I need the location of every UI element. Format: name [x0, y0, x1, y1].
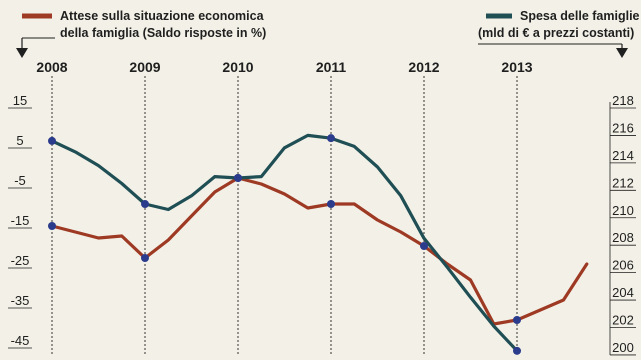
left-tick-label: -35 [11, 293, 30, 308]
right-tick-label: 202 [612, 313, 634, 328]
data-point-marker [48, 136, 56, 145]
left-tick-label: -45 [11, 333, 30, 348]
arrow-down-icon [616, 44, 628, 58]
right-tick-label: 210 [612, 203, 634, 218]
data-point-marker [327, 200, 335, 208]
year-label-2011: 2011 [316, 59, 347, 75]
right-tick-label: 212 [612, 175, 634, 190]
data-point-marker [234, 173, 242, 182]
data-point-marker [327, 134, 335, 143]
legend-right: Spesa delle famiglie (mld di € a prezzi … [478, 9, 640, 58]
legend-right-line2: (mld di € a prezzi costanti) [478, 26, 634, 40]
year-label-2013: 2013 [501, 59, 532, 75]
year-label-2008: 2008 [36, 59, 67, 75]
year-label-2012: 2012 [408, 59, 439, 75]
right-tick-label: 208 [612, 230, 634, 245]
right-tick-label: 214 [612, 148, 634, 163]
left-tick-label: 5 [16, 133, 23, 148]
left-tick-label: -5 [14, 173, 26, 188]
year-label-2010: 2010 [222, 59, 253, 75]
left-tick-label: 15 [13, 93, 27, 108]
legend-right-line1: Spesa delle famiglie [520, 9, 640, 23]
left-axis: 15 5 -5 -15 -25 -35 -45 [8, 93, 32, 349]
right-tick-label: 218 [612, 93, 634, 108]
year-labels: 2008 2009 2010 2011 2012 2013 [36, 59, 532, 75]
series-line-spesa [50, 133, 519, 353]
data-point-marker [141, 254, 149, 262]
right-axis: 218 216 214 212 210 208 206 204 202 200 [609, 93, 636, 356]
left-tick-label: -15 [11, 213, 30, 228]
legend-left: Attese sulla situazione economica della … [16, 9, 266, 58]
right-tick-label: 216 [612, 120, 634, 135]
data-point-marker [141, 200, 149, 209]
legend-left-line2: della famiglia (Saldo risposte in %) [60, 26, 266, 40]
right-tick-label: 206 [612, 258, 634, 273]
data-point-marker [420, 242, 428, 250]
legend-left-line1: Attese sulla situazione economica [60, 9, 265, 23]
data-point-marker [513, 316, 521, 324]
left-tick-label: -25 [11, 253, 30, 268]
year-label-2009: 2009 [129, 59, 160, 75]
markers [48, 134, 521, 355]
series-line-attese [50, 176, 589, 326]
data-point-marker [513, 346, 521, 355]
right-tick-label: 200 [612, 340, 634, 355]
year-guides [51, 76, 518, 356]
arrow-down-icon [16, 38, 28, 58]
series-lines [50, 133, 589, 353]
data-point-marker [48, 222, 56, 230]
right-tick-label: 204 [612, 285, 634, 300]
